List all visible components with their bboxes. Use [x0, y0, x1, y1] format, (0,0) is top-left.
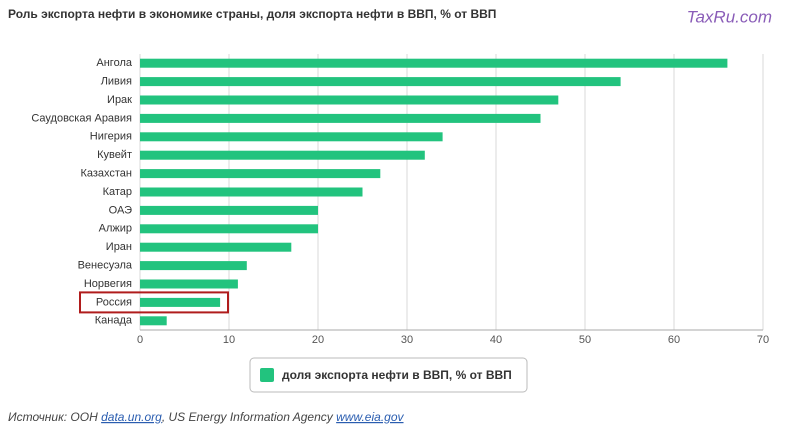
source-link[interactable]: www.eia.gov: [336, 410, 404, 424]
chart-title: Роль экспорта нефти в экономике страны, …: [8, 7, 496, 21]
y-tick-label: Алжир: [99, 223, 132, 235]
bar: [140, 132, 443, 142]
y-tick-label: Казахстан: [80, 168, 132, 180]
y-tick-label: Ангола: [96, 57, 132, 69]
y-tick-label: Саудовская Аравия: [31, 112, 132, 124]
bar: [140, 205, 318, 215]
y-tick-label: Канада: [95, 315, 133, 327]
bar: [140, 95, 559, 105]
bar: [140, 187, 363, 197]
bar: [140, 261, 247, 271]
y-tick-label: Ирак: [107, 94, 132, 106]
y-tick-label: Венесуэла: [78, 260, 133, 272]
x-tick-label: 0: [137, 334, 143, 346]
bar: [140, 279, 238, 289]
legend-swatch: [260, 368, 274, 382]
x-tick-label: 30: [401, 334, 413, 346]
y-tick-label: ОАЭ: [109, 204, 132, 216]
bar: [140, 77, 621, 87]
bar: [140, 58, 728, 68]
y-tick-label: Россия: [96, 296, 132, 308]
x-tick-label: 10: [223, 334, 235, 346]
y-tick-label: Норвегия: [84, 278, 132, 290]
source-link[interactable]: data.un.org: [101, 410, 162, 424]
bar: [140, 150, 425, 160]
legend-label: доля экспорта нефти в ВВП, % от ВВП: [282, 368, 512, 382]
bar: [140, 113, 541, 123]
y-tick-label: Ливия: [101, 76, 132, 88]
highlight-box: [79, 291, 229, 314]
x-tick-label: 50: [579, 334, 591, 346]
source-text: , US Energy Information Agency: [162, 410, 334, 424]
y-tick-label: Кувейт: [97, 149, 132, 161]
legend-box: [249, 357, 528, 393]
bar: [140, 297, 221, 307]
x-tick-label: 20: [312, 334, 324, 346]
bar: [140, 316, 167, 326]
y-tick-label: Нигерия: [90, 131, 132, 143]
watermark: TaxRu.com: [687, 7, 772, 26]
x-tick-label: 70: [757, 334, 769, 346]
x-tick-label: 60: [668, 334, 680, 346]
y-tick-label: Иран: [106, 241, 132, 253]
source-prefix: Источник: ООН: [8, 410, 98, 424]
bar: [140, 169, 381, 179]
source: Источник: ООН data.un.org, US Energy Inf…: [8, 410, 405, 424]
x-tick-label: 40: [490, 334, 502, 346]
bar: [140, 242, 292, 252]
bar: [140, 224, 318, 234]
y-tick-label: Катар: [103, 186, 132, 198]
